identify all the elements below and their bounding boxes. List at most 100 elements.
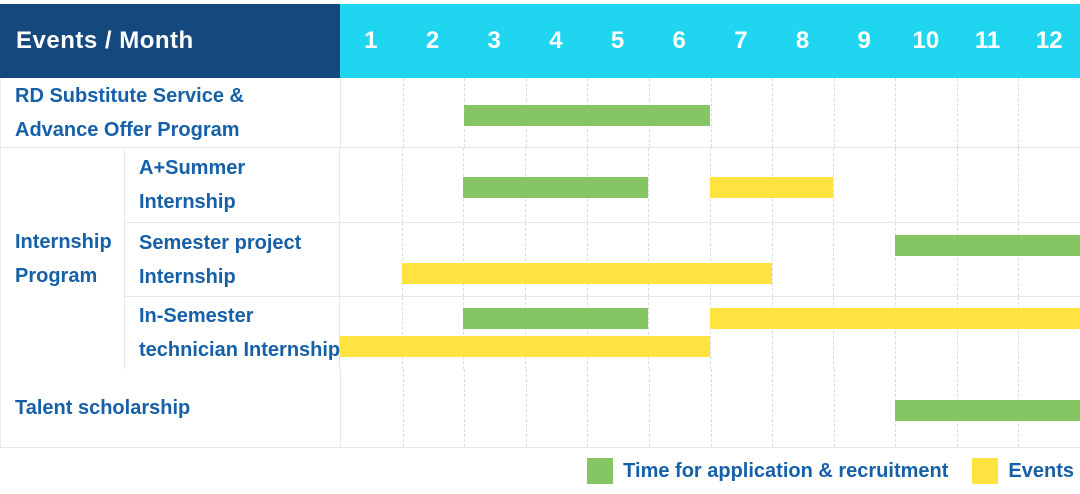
group-label-internship-program: Internship Program: [1, 148, 125, 369]
gantt-table: Events / Month 1 2 3 4 5 6 7 8 9 10 11 12 RD Substi…: [0, 4, 1080, 448]
gantt-lane-talent-scholarship: [341, 369, 1080, 447]
month-gridline: [895, 148, 896, 222]
legend-label-application: Time for application & recruitment: [623, 459, 949, 482]
gantt-bar-application: [464, 104, 711, 126]
month-header-cell: 6: [672, 27, 686, 54]
gantt-lane-semester-project-internship: [340, 223, 1080, 296]
month-gridline: [710, 78, 712, 147]
month-gridline: [648, 223, 650, 296]
label-line: Talent scholarship: [15, 397, 191, 419]
label-line: In-Semester: [139, 305, 254, 327]
gantt-bar-event: [710, 177, 834, 198]
month-gridline: [956, 148, 958, 222]
month-gridline: [401, 148, 403, 222]
month-gridline: [710, 369, 712, 447]
month-gridline: [772, 78, 774, 147]
month-gridline: [648, 148, 650, 222]
month-gridline: [525, 223, 526, 296]
month-gridline: [586, 297, 588, 369]
month-header-cell: 4: [549, 27, 563, 54]
month-gridline: [464, 369, 466, 447]
row-rd-substitute: RD Substitute Service & Advance Offer Pr…: [1, 78, 1080, 147]
month-gridline: [895, 78, 897, 147]
month-gridline: [771, 297, 773, 369]
month-gridline: [710, 297, 711, 369]
month-header-cell: 11: [974, 27, 1001, 54]
month-gridline: [648, 369, 650, 447]
month-gridline: [772, 369, 774, 447]
legend-item-application: Time for application & recruitment: [587, 458, 948, 484]
month-header-cell: 2: [425, 27, 440, 54]
table-body: RD Substitute Service & Advance Offer Pr…: [0, 78, 1080, 448]
label-line: Semester project: [139, 231, 302, 254]
row-label-rd-substitute: RD Substitute Service & Advance Offer Pr…: [1, 78, 341, 147]
month-gridline: [956, 78, 958, 147]
legend-swatch-application-icon: [587, 458, 614, 484]
month-header-cell: 3: [487, 27, 501, 54]
gantt-bar-event: [710, 308, 1080, 329]
month-gridline: [956, 223, 958, 296]
row-talent-scholarship: Talent scholarship: [1, 369, 1080, 447]
month-gridline: [833, 78, 835, 147]
legend: Time for application & recruitment Event…: [587, 458, 1074, 484]
table-header-row: Events / Month 1 2 3 4 5 6 7 8 9 10 11 12: [0, 4, 1080, 78]
month-gridline: [771, 223, 773, 296]
gantt-lane-rd-substitute: [341, 78, 1080, 147]
month-header-cell: 10: [912, 27, 940, 54]
month-header-cell: 1: [364, 27, 378, 54]
row-a-plus-summer-internship: A+Summer Internship: [125, 148, 1080, 222]
month-header-cell: 12: [1035, 27, 1063, 54]
label-line: technician Internship: [139, 339, 341, 361]
row-label-semester-project-internship: Semester project Internship: [125, 223, 340, 296]
month-gridline: [463, 223, 465, 296]
month-header-strip: 1 2 3 4 5 6 7 8 9 10 11 12: [340, 4, 1080, 78]
month-gridline: [587, 369, 589, 447]
header-events-month: Events / Month: [0, 4, 340, 78]
legend-swatch-events-icon: [972, 458, 999, 484]
month-gridline: [402, 369, 404, 447]
month-gridline: [895, 297, 896, 369]
row-in-semester-technician-internship: In-Semester technician Internship: [125, 296, 1080, 369]
month-gridline: [402, 78, 404, 147]
gantt-lane-in-semester-technician-internship: [340, 297, 1080, 369]
month-gridline: [895, 223, 896, 296]
label-line: Internship: [139, 191, 236, 213]
row-label-in-semester-technician-internship: In-Semester technician Internship: [125, 297, 340, 369]
month-gridline: [1018, 148, 1020, 222]
month-header-cell: 8: [795, 27, 810, 54]
month-gridline: [833, 223, 835, 296]
month-header-cell: 9: [857, 27, 871, 54]
label-line: RD Substitute Service &: [15, 84, 244, 107]
gantt-bar-application: [463, 308, 649, 329]
header-title: Events / Month: [16, 27, 194, 54]
gantt-bar-application: [463, 177, 649, 198]
month-gridline: [1018, 297, 1020, 369]
group-subrows: A+Summer Internship Semester project Int…: [125, 148, 1080, 369]
label-line: Advance Offer Program: [15, 118, 240, 141]
month-gridline: [525, 297, 526, 369]
gantt-bar-event: [401, 262, 772, 284]
label-line: A+Summer: [139, 157, 246, 179]
month-gridline: [401, 297, 403, 369]
month-gridline: [648, 297, 650, 369]
label-line: Internship: [139, 265, 236, 288]
label-line: Internship: [15, 230, 112, 253]
row-label-a-plus-summer-internship: A+Summer Internship: [125, 148, 340, 222]
gantt-bar-application: [895, 234, 1080, 256]
month-gridline: [1018, 78, 1020, 147]
gantt-bar-application: [895, 400, 1080, 421]
row-label-talent-scholarship: Talent scholarship: [1, 369, 341, 447]
month-header-cell: 5: [610, 27, 625, 54]
group-internship-program: Internship Program A+Summer Internship S…: [1, 147, 1080, 369]
month-gridline: [401, 223, 403, 296]
month-gridline: [833, 297, 835, 369]
legend-label-events: Events: [1008, 459, 1074, 482]
gantt-lane-a-plus-summer-internship: [340, 148, 1080, 222]
month-gridline: [586, 223, 588, 296]
month-gridline: [463, 297, 465, 369]
gantt-bar-event: [340, 336, 710, 357]
month-gridline: [525, 369, 527, 447]
month-gridline: [833, 148, 835, 222]
label-line: Program: [15, 264, 98, 287]
